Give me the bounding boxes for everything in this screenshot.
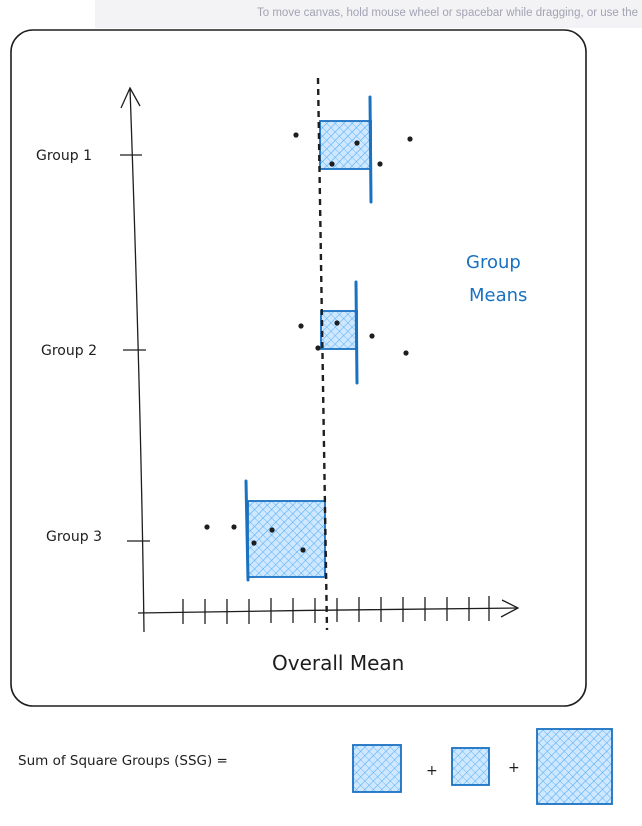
group-2-square — [320, 310, 358, 350]
y-axis-arrowhead — [120, 86, 141, 109]
data-point — [403, 350, 409, 356]
data-point — [315, 345, 321, 351]
y-axis — [129, 87, 145, 633]
plus-sign-1: + — [426, 763, 438, 779]
overall-mean-label: Overall Mean — [272, 651, 404, 675]
ssg-square-3 — [536, 728, 613, 805]
overall-mean-line — [316, 77, 329, 631]
x-axis-ticks — [182, 596, 490, 624]
ssg-square-1 — [352, 744, 402, 793]
canvas-hint-bar: To move canvas, hold mouse wheel or spac… — [95, 0, 642, 28]
canvas-hint-text: To move canvas, hold mouse wheel or spac… — [257, 7, 638, 19]
group-2-label: Group 2 — [41, 343, 97, 359]
group-3-label: Group 3 — [46, 529, 102, 545]
data-point — [300, 547, 306, 553]
formula-label: Sum of Square Groups (SSG) = — [18, 753, 228, 769]
group-means-label-line1: Group — [466, 252, 521, 273]
group-3-square — [247, 500, 326, 578]
data-point — [293, 132, 299, 138]
plus-sign-2: + — [508, 760, 520, 776]
group-1-label: Group 1 — [36, 148, 92, 164]
diagram-frame[interactable] — [10, 29, 587, 707]
data-point — [369, 333, 375, 339]
data-point — [354, 140, 360, 146]
data-point — [298, 323, 304, 329]
group-1-square — [319, 120, 372, 170]
data-point — [329, 161, 335, 167]
data-point — [377, 161, 383, 167]
group-means-label-line2: Means — [469, 285, 527, 306]
x-axis-arrowhead — [500, 599, 520, 618]
data-point — [231, 524, 237, 530]
data-point — [407, 136, 413, 142]
y-axis-ticks — [120, 154, 150, 542]
data-point — [204, 524, 210, 530]
group-mean-bars — [244, 95, 373, 582]
ssg-square-2 — [451, 747, 490, 786]
data-point — [334, 320, 340, 326]
data-point — [269, 527, 275, 533]
data-points — [204, 132, 413, 553]
data-point — [251, 540, 257, 546]
